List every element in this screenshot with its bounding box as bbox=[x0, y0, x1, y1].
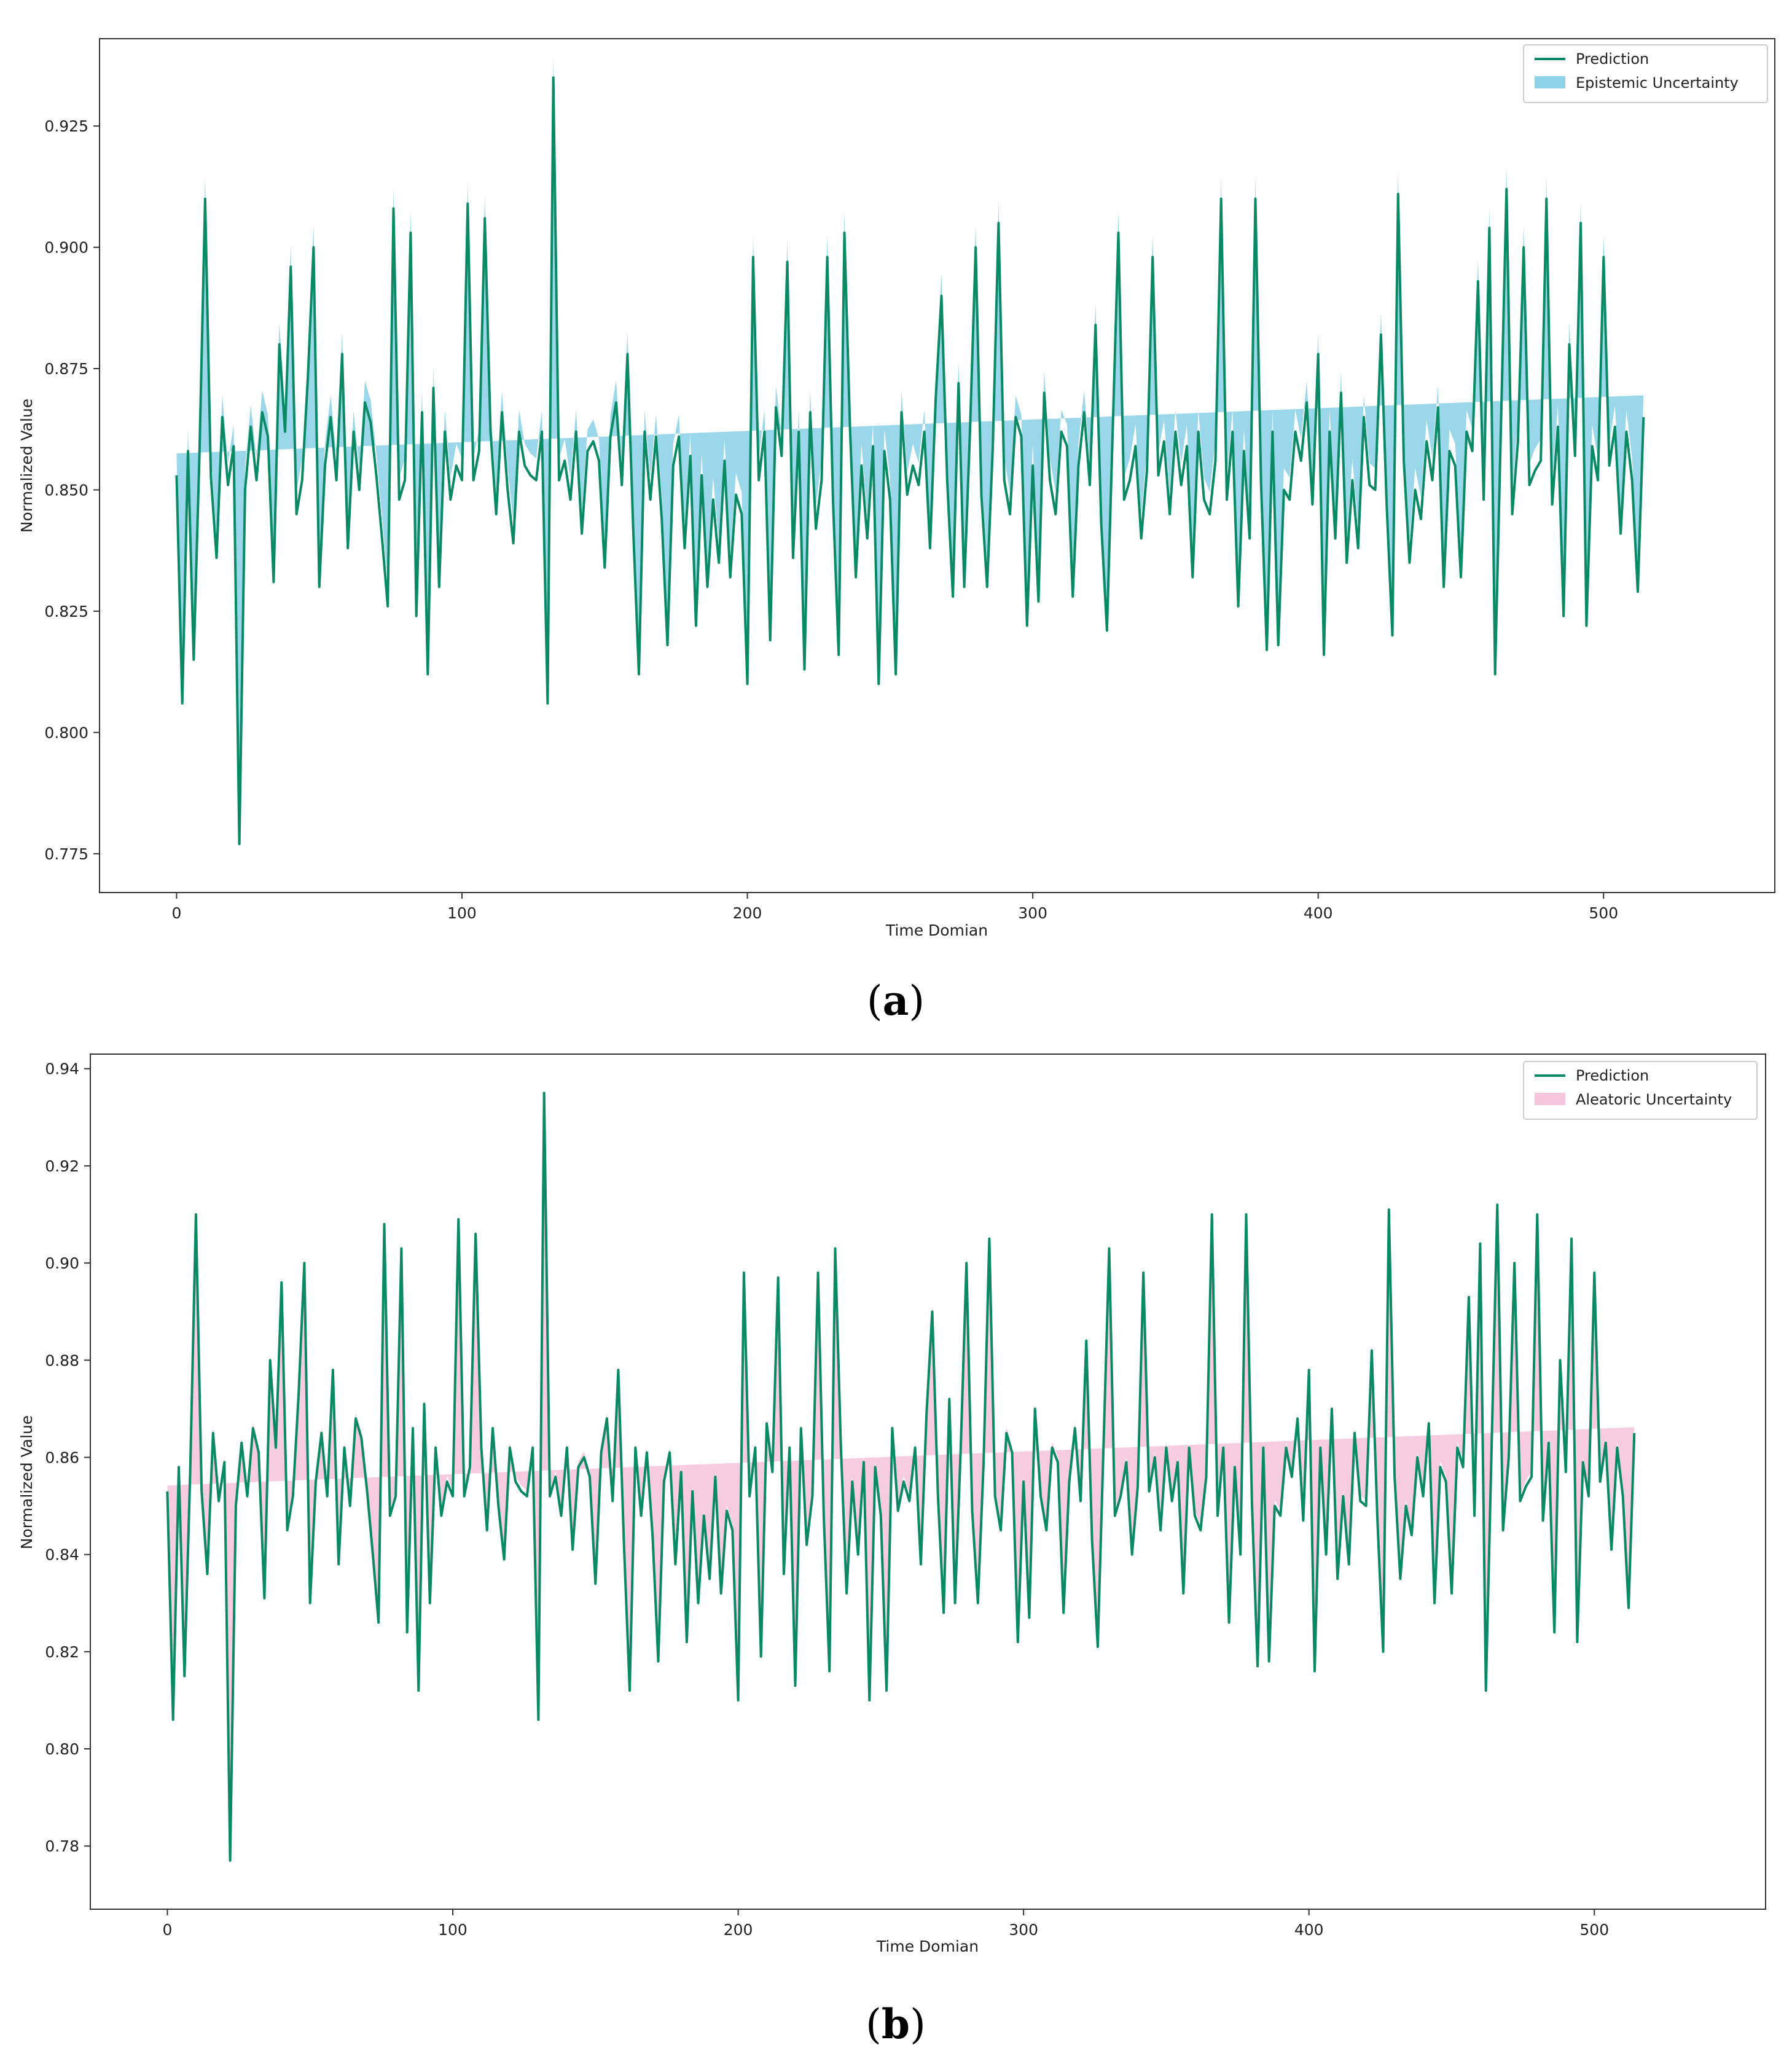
y-axis: 0.78 0.80 0.82 0.84 0.86 0.88 0.90 0.92 0.94 bbox=[45, 1060, 90, 1855]
x-axis: 0 100 200 300 400 500 bbox=[162, 1909, 1609, 1939]
legend-box bbox=[1523, 1061, 1758, 1120]
x-tick-label: 0 bbox=[162, 1921, 172, 1939]
x-tick-label: 0 bbox=[171, 904, 181, 922]
chart-panel-a: 0 100 200 300 400 500 0.775 0.800 0.825 0.850 0.8… bbox=[18, 38, 1775, 939]
x-tick-label: 400 bbox=[1304, 904, 1333, 922]
y-tick-label: 0.90 bbox=[45, 1254, 79, 1272]
y-tick-label: 0.925 bbox=[44, 117, 88, 135]
legend-band-swatch bbox=[1535, 1093, 1565, 1105]
panel-caption-b: (b) bbox=[866, 2000, 926, 2048]
uncertainty-band-area bbox=[167, 1087, 1635, 1855]
legend-prediction-label: Prediction bbox=[1576, 50, 1649, 68]
y-tick-label: 0.850 bbox=[44, 481, 88, 499]
uncertainty-band bbox=[176, 55, 1644, 823]
y-tick-label: 0.800 bbox=[44, 724, 88, 741]
legend-band-label: Aleatoric Uncertainty bbox=[1576, 1091, 1732, 1108]
prediction-line bbox=[166, 1092, 1636, 1862]
y-tick-label: 0.94 bbox=[45, 1060, 79, 1078]
y-tick-label: 0.900 bbox=[44, 239, 88, 257]
x-tick-label: 200 bbox=[733, 904, 762, 922]
legend: Prediction Aleatoric Uncertainty bbox=[1523, 1061, 1758, 1120]
x-tick-label: 200 bbox=[724, 1921, 753, 1939]
chart-panel-b: 0 100 200 300 400 500 0.78 0.80 0.82 0.84 0.86 0.8… bbox=[18, 1054, 1766, 1955]
x-axis-label: Time Domian bbox=[885, 921, 988, 939]
x-axis-label: Time Domian bbox=[876, 1937, 979, 1955]
y-tick-label: 0.88 bbox=[45, 1351, 79, 1369]
prediction-series-line bbox=[166, 1092, 1636, 1862]
legend-box bbox=[1523, 44, 1768, 103]
panel-caption-a: (a) bbox=[867, 977, 925, 1025]
uncertainty-band-area bbox=[176, 55, 1644, 823]
y-tick-label: 0.82 bbox=[45, 1643, 79, 1661]
x-tick-label: 100 bbox=[438, 1921, 468, 1939]
legend-band-swatch bbox=[1535, 76, 1565, 88]
prediction-line bbox=[175, 76, 1645, 845]
legend: Prediction Epistemic Uncertainty bbox=[1523, 44, 1768, 103]
x-tick-label: 400 bbox=[1294, 1921, 1324, 1939]
y-tick-label: 0.78 bbox=[45, 1837, 79, 1855]
x-tick-label: 500 bbox=[1579, 1921, 1609, 1939]
y-tick-label: 0.875 bbox=[44, 360, 88, 378]
legend-band-label: Epistemic Uncertainty bbox=[1576, 74, 1739, 92]
x-axis: 0 100 200 300 400 500 bbox=[171, 893, 1618, 922]
x-tick-label: 300 bbox=[1018, 904, 1047, 922]
y-axis-label: Normalized Value bbox=[18, 1415, 36, 1549]
y-tick-label: 0.825 bbox=[44, 603, 88, 620]
uncertainty-band bbox=[167, 1087, 1635, 1855]
y-tick-label: 0.84 bbox=[45, 1546, 79, 1564]
y-tick-label: 0.80 bbox=[45, 1740, 79, 1758]
y-axis-label: Normalized Value bbox=[18, 399, 36, 533]
x-tick-label: 100 bbox=[447, 904, 477, 922]
prediction-series-line bbox=[175, 76, 1645, 845]
y-tick-label: 0.86 bbox=[45, 1448, 79, 1466]
y-axis: 0.775 0.800 0.825 0.850 0.875 0.900 0.925 bbox=[44, 117, 100, 863]
y-tick-label: 0.92 bbox=[45, 1157, 79, 1175]
x-tick-label: 500 bbox=[1589, 904, 1618, 922]
legend-prediction-label: Prediction bbox=[1576, 1067, 1649, 1084]
x-tick-label: 300 bbox=[1009, 1921, 1038, 1939]
y-tick-label: 0.775 bbox=[44, 845, 88, 863]
